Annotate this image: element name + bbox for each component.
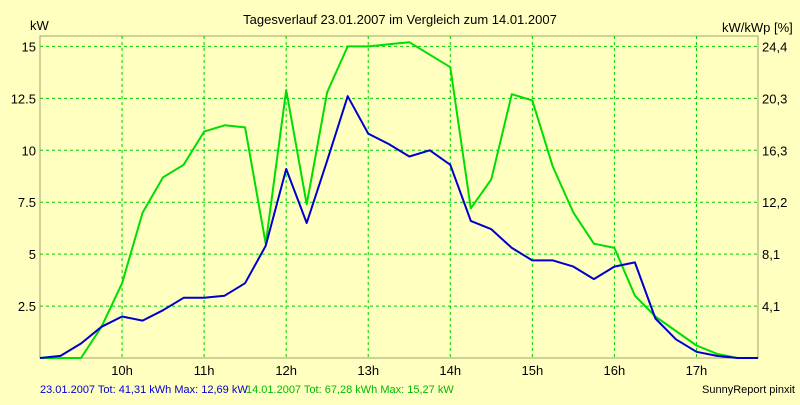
x-tick-label: 12h bbox=[275, 363, 297, 378]
right-tick-label: 12,2 bbox=[762, 195, 787, 210]
series-line-23.01.2007 bbox=[39, 95, 758, 359]
footer-series2-summary: 14.01.2007 Tot: 67,28 kWh Max: 15,27 kW bbox=[246, 384, 454, 396]
left-axis-unit: kW bbox=[30, 18, 50, 33]
y-tick-label: 5 bbox=[29, 247, 36, 262]
x-tick-label: 16h bbox=[604, 363, 626, 378]
y-tick-label: 2.5 bbox=[18, 299, 36, 314]
footer-credit: SunnyReport pinxit bbox=[702, 384, 795, 396]
x-tick-label: 10h bbox=[111, 363, 133, 378]
grid-layer bbox=[40, 36, 758, 358]
series-layer bbox=[39, 41, 758, 359]
x-tick-label: 17h bbox=[686, 363, 708, 378]
x-tick-label: 13h bbox=[357, 363, 379, 378]
footer-series1-summary: 23.01.2007 Tot: 41,31 kWh Max: 12,69 kW bbox=[40, 384, 248, 396]
y-tick-label: 12.5 bbox=[11, 91, 36, 106]
right-tick-label: 20,3 bbox=[762, 91, 787, 106]
x-tick-label: 11h bbox=[194, 363, 215, 378]
right-tick-label: 4,1 bbox=[762, 299, 780, 314]
plot-area bbox=[39, 35, 759, 359]
series-line-14.01.2007 bbox=[40, 41, 758, 359]
chart-title: Tagesverlauf 23.01.2007 im Vergleich zum… bbox=[243, 12, 557, 27]
tick-layer: 15 24,4 12.5 20,3 10 16,3 7.5 12,2 5 8,1 2.5 4,1 10h… bbox=[11, 39, 788, 378]
x-tick-label: 15h bbox=[521, 363, 543, 378]
right-tick-label: 24,4 bbox=[762, 39, 787, 54]
y-tick-label: 15 bbox=[22, 39, 36, 54]
right-axis-unit: kW/kWp [%] bbox=[722, 20, 793, 35]
x-tick-label: 14h bbox=[439, 363, 461, 378]
right-tick-label: 8,1 bbox=[762, 247, 780, 262]
y-tick-label: 7.5 bbox=[18, 195, 36, 210]
y-tick-label: 10 bbox=[22, 143, 36, 158]
right-tick-label: 16,3 bbox=[762, 143, 787, 158]
